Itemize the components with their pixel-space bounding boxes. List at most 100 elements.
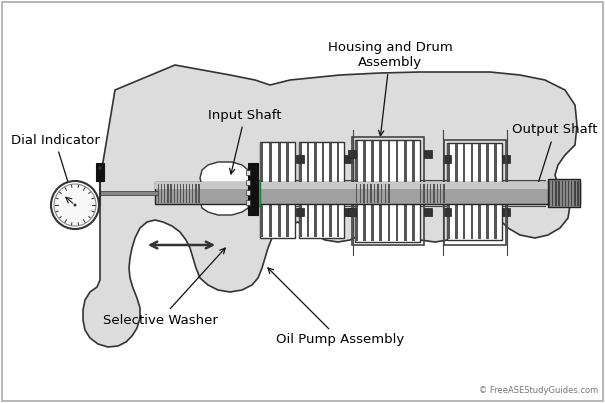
Bar xyxy=(355,141,358,187)
Bar xyxy=(321,143,324,186)
Bar xyxy=(455,196,457,239)
Bar xyxy=(344,208,352,216)
Bar xyxy=(189,183,191,202)
Bar xyxy=(251,180,260,206)
Bar xyxy=(433,183,434,202)
Bar xyxy=(494,196,497,239)
Bar xyxy=(155,182,580,189)
Text: Output Shaft: Output Shaft xyxy=(512,123,598,189)
Bar xyxy=(502,155,510,163)
Bar xyxy=(412,195,414,241)
Bar xyxy=(100,191,158,195)
Bar xyxy=(260,142,295,187)
Bar xyxy=(471,144,473,187)
Bar xyxy=(260,194,263,237)
Bar xyxy=(269,194,272,237)
Bar xyxy=(246,200,250,205)
Text: © FreeASEStudyGuides.com: © FreeASEStudyGuides.com xyxy=(479,386,598,395)
Bar xyxy=(355,195,358,241)
Text: Input Shaft: Input Shaft xyxy=(208,108,282,174)
Bar xyxy=(404,141,407,187)
Bar xyxy=(443,208,451,216)
Bar xyxy=(192,183,194,202)
Bar xyxy=(444,140,506,245)
Bar xyxy=(486,144,489,187)
Bar xyxy=(552,181,554,206)
Bar xyxy=(455,144,457,187)
Bar xyxy=(387,195,390,241)
Bar xyxy=(565,181,566,206)
Bar xyxy=(549,181,551,206)
Bar xyxy=(355,140,420,188)
Bar xyxy=(269,143,272,186)
Polygon shape xyxy=(83,65,577,347)
Bar xyxy=(424,208,432,216)
Bar xyxy=(96,163,104,181)
Bar xyxy=(344,155,352,163)
Bar xyxy=(479,196,481,239)
Bar xyxy=(336,143,339,186)
Bar xyxy=(367,183,368,202)
Bar xyxy=(412,141,414,187)
Bar xyxy=(168,183,169,202)
Bar xyxy=(278,143,281,186)
Bar xyxy=(447,196,450,239)
Bar xyxy=(307,143,309,186)
Bar xyxy=(371,141,374,187)
Bar xyxy=(379,141,382,187)
Bar xyxy=(177,183,178,202)
Bar xyxy=(388,183,390,202)
Bar xyxy=(158,183,159,202)
Bar xyxy=(363,141,366,187)
Circle shape xyxy=(54,184,96,226)
Bar xyxy=(363,195,366,241)
Bar xyxy=(571,181,572,206)
Bar xyxy=(356,183,358,202)
Bar xyxy=(424,183,425,202)
Circle shape xyxy=(51,181,99,229)
Bar xyxy=(296,155,304,163)
Bar xyxy=(363,183,365,202)
Bar xyxy=(486,196,489,239)
Bar xyxy=(371,195,374,241)
Bar xyxy=(164,183,165,202)
Bar xyxy=(329,194,332,237)
Bar xyxy=(198,183,200,202)
Bar xyxy=(246,190,250,195)
Bar xyxy=(463,196,465,239)
Bar xyxy=(246,170,250,175)
Bar xyxy=(314,194,316,237)
Bar xyxy=(278,194,281,237)
Bar xyxy=(479,144,481,187)
Bar xyxy=(494,144,497,187)
Bar xyxy=(558,181,560,206)
Bar xyxy=(161,183,162,202)
Bar xyxy=(314,143,316,186)
Circle shape xyxy=(97,166,102,170)
Bar xyxy=(174,183,175,202)
Bar xyxy=(443,155,451,163)
Bar xyxy=(299,142,344,187)
Bar xyxy=(248,163,258,215)
Bar xyxy=(568,181,569,206)
Bar xyxy=(299,194,302,237)
Text: Oil Pump Assembly: Oil Pump Assembly xyxy=(268,268,404,347)
Bar xyxy=(385,183,386,202)
Bar xyxy=(424,150,432,158)
Bar xyxy=(440,183,441,202)
Polygon shape xyxy=(200,162,250,215)
Bar xyxy=(378,183,379,202)
Bar xyxy=(548,179,580,207)
Bar xyxy=(260,143,263,186)
Bar xyxy=(299,143,302,186)
Bar xyxy=(404,195,407,241)
Bar xyxy=(396,195,399,241)
Bar xyxy=(359,183,361,202)
Bar xyxy=(427,183,428,202)
Bar xyxy=(463,144,465,187)
Text: Housing and Drum
Assembly: Housing and Drum Assembly xyxy=(328,41,453,136)
Bar xyxy=(574,181,575,206)
Bar xyxy=(183,183,184,202)
Bar xyxy=(396,141,399,187)
Bar xyxy=(502,208,510,216)
